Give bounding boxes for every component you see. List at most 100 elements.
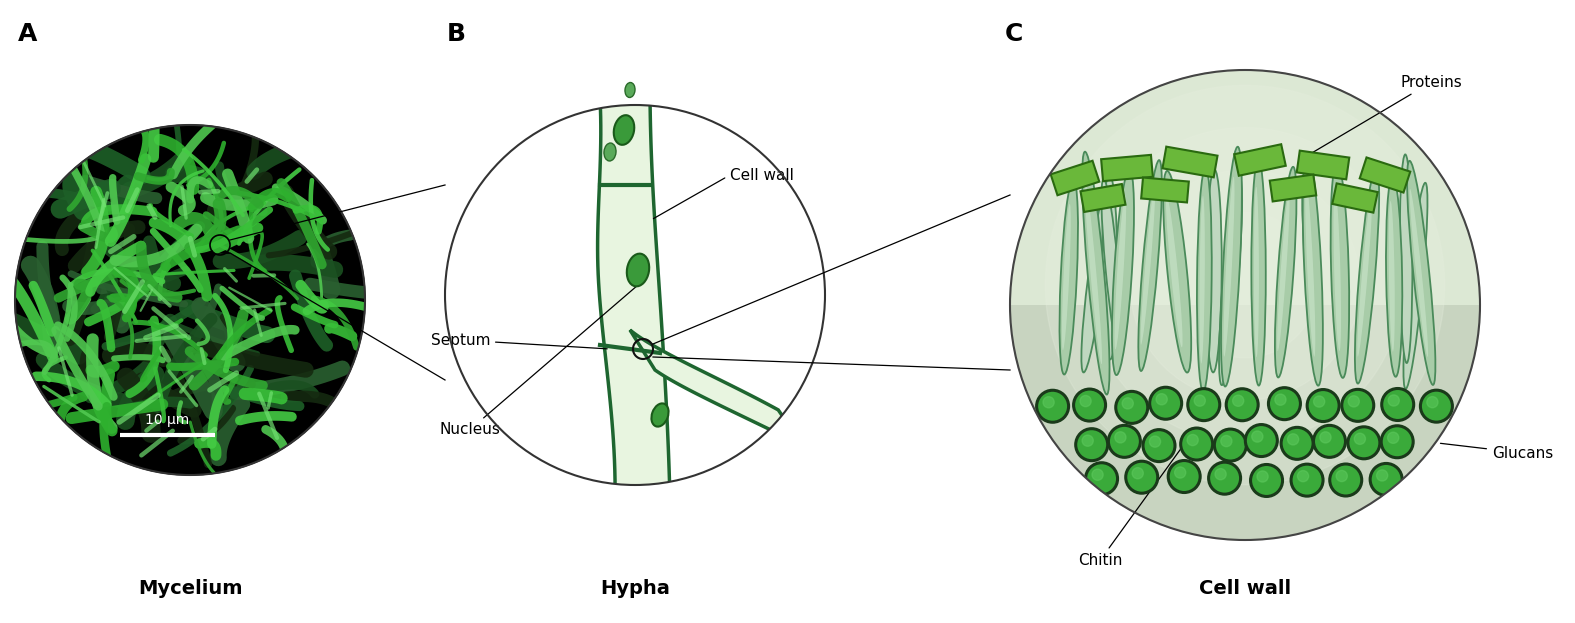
Circle shape xyxy=(1036,390,1068,422)
Ellipse shape xyxy=(1082,151,1109,394)
Ellipse shape xyxy=(1197,168,1211,391)
Circle shape xyxy=(1388,432,1399,444)
Circle shape xyxy=(1329,464,1362,496)
Text: B: B xyxy=(447,22,466,46)
Circle shape xyxy=(1274,394,1287,406)
Ellipse shape xyxy=(1166,196,1183,348)
Ellipse shape xyxy=(1221,147,1241,386)
Circle shape xyxy=(1381,426,1413,458)
Circle shape xyxy=(1336,470,1347,482)
Ellipse shape xyxy=(1251,158,1266,386)
Ellipse shape xyxy=(1403,183,1427,389)
Text: A: A xyxy=(17,22,38,46)
Circle shape xyxy=(1292,464,1323,496)
Text: Mycelium: Mycelium xyxy=(137,579,243,598)
FancyBboxPatch shape xyxy=(1051,161,1099,195)
Circle shape xyxy=(1370,464,1402,495)
Wedge shape xyxy=(1010,70,1480,305)
Ellipse shape xyxy=(1060,179,1077,374)
Circle shape xyxy=(1251,465,1282,497)
Circle shape xyxy=(1280,427,1314,459)
Circle shape xyxy=(1043,397,1054,408)
Text: Chitin: Chitin xyxy=(1077,445,1183,568)
Ellipse shape xyxy=(1062,204,1071,350)
FancyBboxPatch shape xyxy=(1080,184,1126,212)
Circle shape xyxy=(1082,435,1093,446)
Circle shape xyxy=(1088,128,1402,442)
Ellipse shape xyxy=(1206,169,1222,373)
Text: Nucleus: Nucleus xyxy=(439,287,636,437)
Circle shape xyxy=(1427,397,1438,408)
Circle shape xyxy=(1381,389,1414,421)
Circle shape xyxy=(1314,426,1345,457)
Circle shape xyxy=(1377,470,1388,481)
Circle shape xyxy=(1129,170,1361,400)
Ellipse shape xyxy=(1140,186,1154,345)
Text: Septum: Septum xyxy=(430,333,608,349)
Ellipse shape xyxy=(1219,176,1243,385)
Ellipse shape xyxy=(1101,179,1123,356)
Ellipse shape xyxy=(1112,170,1134,375)
Ellipse shape xyxy=(1331,163,1350,378)
Polygon shape xyxy=(597,60,669,500)
Ellipse shape xyxy=(1303,171,1321,347)
Circle shape xyxy=(1194,395,1205,406)
Circle shape xyxy=(1307,389,1339,422)
Circle shape xyxy=(1010,70,1480,540)
Circle shape xyxy=(1354,433,1366,444)
Text: Cell wall: Cell wall xyxy=(1199,579,1292,598)
Circle shape xyxy=(1208,462,1241,494)
Circle shape xyxy=(1287,434,1299,445)
Ellipse shape xyxy=(1082,185,1110,373)
Text: C: C xyxy=(1005,22,1024,46)
Ellipse shape xyxy=(1164,171,1191,373)
Ellipse shape xyxy=(1358,196,1372,356)
Circle shape xyxy=(1074,389,1106,421)
Text: Cell wall: Cell wall xyxy=(654,168,794,219)
Circle shape xyxy=(1233,395,1244,406)
Ellipse shape xyxy=(603,143,616,161)
Ellipse shape xyxy=(1406,161,1435,385)
Ellipse shape xyxy=(1410,189,1429,357)
Text: Glucans: Glucans xyxy=(1441,444,1553,460)
Ellipse shape xyxy=(1085,182,1102,364)
Ellipse shape xyxy=(1389,201,1395,351)
Circle shape xyxy=(1342,389,1373,421)
Circle shape xyxy=(1298,470,1309,482)
FancyBboxPatch shape xyxy=(1162,146,1217,178)
Ellipse shape xyxy=(1386,176,1402,377)
Circle shape xyxy=(1175,467,1186,478)
Circle shape xyxy=(1115,432,1126,443)
Circle shape xyxy=(1221,435,1232,447)
Circle shape xyxy=(1214,468,1227,480)
Ellipse shape xyxy=(1102,174,1118,359)
Circle shape xyxy=(1126,461,1158,493)
Circle shape xyxy=(1252,431,1263,442)
Ellipse shape xyxy=(1200,196,1205,363)
Ellipse shape xyxy=(1400,155,1413,363)
Circle shape xyxy=(16,125,365,475)
Circle shape xyxy=(1091,469,1102,480)
Circle shape xyxy=(1348,396,1359,407)
Circle shape xyxy=(1121,397,1134,409)
FancyBboxPatch shape xyxy=(1235,145,1285,176)
Ellipse shape xyxy=(1354,168,1380,384)
Circle shape xyxy=(1421,390,1452,422)
FancyBboxPatch shape xyxy=(1269,174,1317,201)
Circle shape xyxy=(1268,388,1301,420)
Circle shape xyxy=(1172,212,1318,358)
Ellipse shape xyxy=(1224,177,1235,356)
Ellipse shape xyxy=(614,115,635,145)
FancyBboxPatch shape xyxy=(1142,178,1189,202)
Circle shape xyxy=(1348,427,1380,459)
Circle shape xyxy=(1181,428,1213,460)
Circle shape xyxy=(1076,429,1107,460)
Ellipse shape xyxy=(1254,187,1258,357)
Text: 10 μm: 10 μm xyxy=(145,413,189,427)
Ellipse shape xyxy=(1115,196,1126,350)
Ellipse shape xyxy=(1277,193,1290,351)
Circle shape xyxy=(446,105,825,485)
Circle shape xyxy=(1227,389,1258,421)
Circle shape xyxy=(1109,426,1140,457)
Text: Proteins: Proteins xyxy=(1307,75,1462,156)
